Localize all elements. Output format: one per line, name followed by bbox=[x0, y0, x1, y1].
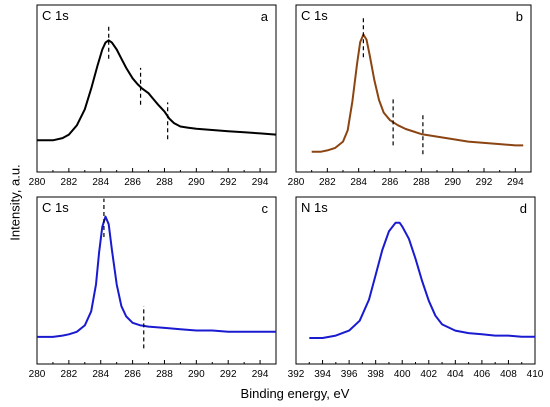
x-tick-label: 392 bbox=[288, 369, 305, 380]
x-tick-label: 292 bbox=[476, 177, 493, 188]
panel-frame bbox=[295, 4, 532, 173]
spectrum-line bbox=[37, 215, 276, 338]
x-tick-label: 290 bbox=[444, 177, 461, 188]
x-tick-label: 400 bbox=[394, 369, 411, 380]
x-tick-label: 294 bbox=[507, 177, 524, 188]
panel-frame bbox=[295, 196, 536, 365]
x-tick-label: 284 bbox=[92, 177, 109, 188]
panel-b: 280 282 284 286 288 290 292 294 C 1s b bbox=[288, 4, 532, 188]
x-tick-label: 290 bbox=[188, 369, 205, 380]
x-tick-label: 282 bbox=[61, 177, 78, 188]
x-tick-label: 284 bbox=[350, 177, 367, 188]
x-tick-label: 290 bbox=[188, 177, 205, 188]
x-tick-label: 286 bbox=[124, 369, 141, 380]
x-tick-label: 406 bbox=[474, 369, 491, 380]
x-tick-label: 404 bbox=[447, 369, 464, 380]
x-tick-label: 280 bbox=[29, 177, 46, 188]
x-tick-label: 288 bbox=[156, 177, 173, 188]
x-tick-label: 294 bbox=[252, 369, 269, 380]
panel-d: 392 394 396 398 400 402 404 406 408 410 N 1s d bbox=[288, 196, 544, 380]
panel-letter: a bbox=[261, 9, 269, 24]
x-tick-label: 292 bbox=[220, 369, 237, 380]
x-tick-label: 284 bbox=[92, 369, 109, 380]
x-tick-label: 410 bbox=[527, 369, 544, 380]
x-tick-label: 394 bbox=[314, 369, 331, 380]
panel-letter: c bbox=[262, 201, 269, 216]
spectrum-line bbox=[37, 39, 277, 142]
x-tick-label: 402 bbox=[420, 369, 437, 380]
panel-letter: b bbox=[516, 9, 523, 24]
x-tick-label: 398 bbox=[367, 369, 384, 380]
panel-title: C 1s bbox=[42, 8, 69, 23]
x-tick-label: 286 bbox=[124, 177, 141, 188]
spectrum-line bbox=[309, 221, 535, 339]
x-tick-label: 282 bbox=[61, 369, 78, 380]
y-axis-label: Intensity, a.u. bbox=[7, 164, 23, 241]
panel-frame bbox=[36, 196, 277, 365]
panel-a: 280 282 284 286 288 290 292 294 C 1s a bbox=[29, 4, 277, 188]
panel-letter: d bbox=[520, 201, 527, 216]
x-tick-label: 280 bbox=[288, 177, 305, 188]
x-tick-label: 396 bbox=[341, 369, 358, 380]
x-tick-label: 280 bbox=[29, 369, 46, 380]
x-tick-label: 288 bbox=[413, 177, 430, 188]
panel-title: N 1s bbox=[301, 200, 328, 215]
x-tick-label: 288 bbox=[156, 369, 173, 380]
panel-c: 280 282 284 286 288 290 292 294 C 1s c bbox=[29, 196, 277, 380]
spectrum-line bbox=[311, 33, 524, 153]
panel-title: C 1s bbox=[301, 8, 328, 23]
x-tick-label: 282 bbox=[319, 177, 336, 188]
x-tick-label: 408 bbox=[500, 369, 517, 380]
x-tick-label: 294 bbox=[252, 177, 269, 188]
panel-title: C 1s bbox=[42, 200, 69, 215]
panel-frame bbox=[36, 4, 277, 173]
x-tick-label: 286 bbox=[382, 177, 399, 188]
x-tick-label: 292 bbox=[220, 177, 237, 188]
x-axis-label: Binding energy, eV bbox=[240, 386, 350, 401]
